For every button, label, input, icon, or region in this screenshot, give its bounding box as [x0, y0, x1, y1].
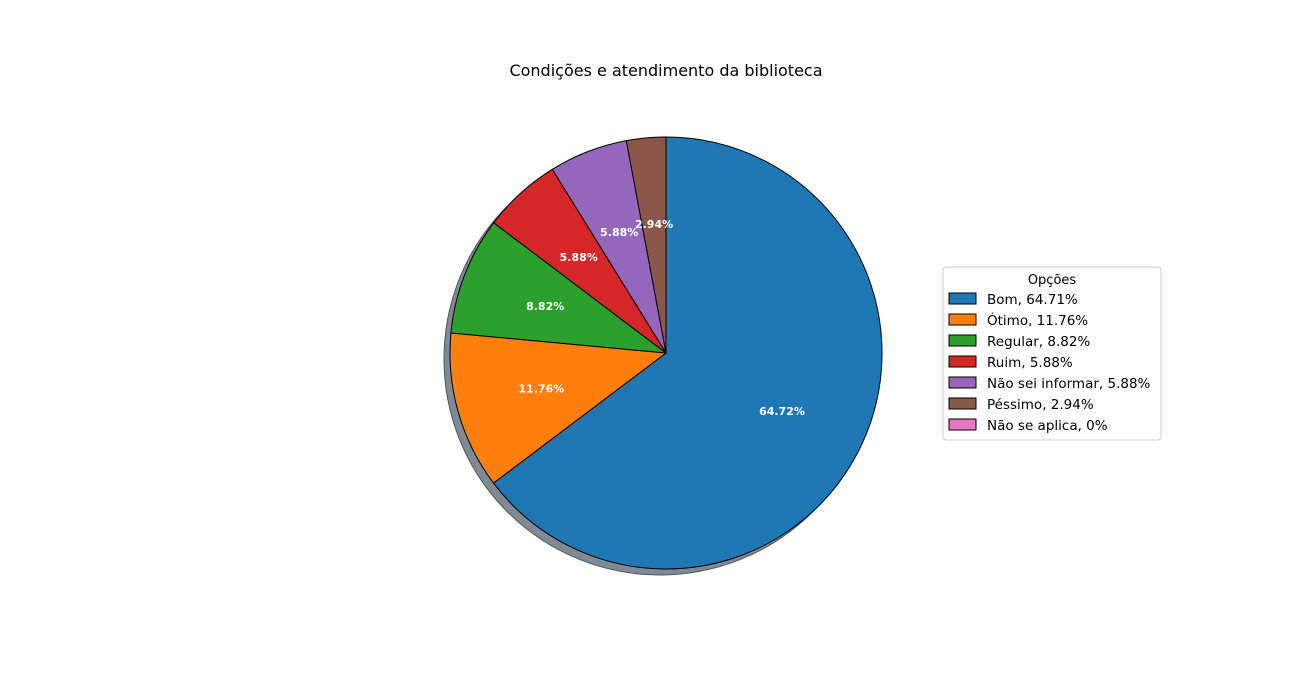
legend-frame	[942, 266, 1162, 441]
slice-label-5: 2.94%	[635, 218, 673, 231]
legend-items: Bom, 64.71% Ótimo, 11.76% Regular, 8.82% Ru…	[948, 292, 1151, 434]
pie-slice-5	[625, 136, 667, 354]
legend-label-5: Péssimo, 2.94%	[987, 397, 1094, 413]
legend-swatch-6	[948, 418, 977, 431]
slice-label-2: 8.82%	[526, 300, 564, 313]
legend-title: Opções	[1028, 273, 1077, 288]
legend: Opções Bom, 64.71% Ótimo, 11.76% Regular, …	[942, 266, 1162, 441]
legend-swatch-0	[948, 292, 977, 305]
legend-swatch-3	[948, 355, 977, 368]
slice-label-4: 5.88%	[600, 226, 638, 239]
legend-label-4: Não sei informar, 5.88%	[987, 376, 1151, 392]
slice-label-0: 64.72%	[759, 405, 805, 418]
pie-slice-0	[493, 136, 883, 570]
legend-label-2: Regular, 8.82%	[987, 334, 1090, 350]
pie-labels: 64.72%11.76%8.82%5.88%5.88%2.94%	[518, 218, 804, 418]
legend-label-1: Ótimo, 11.76%	[987, 311, 1088, 329]
slice-label-1: 11.76%	[518, 382, 564, 395]
legend-swatch-5	[948, 397, 977, 410]
slice-label-3: 5.88%	[560, 251, 598, 264]
chart-title: Condições e atendimento da biblioteca	[509, 61, 822, 80]
legend-label-3: Ruim, 5.88%	[987, 355, 1073, 371]
pie-slice-2	[450, 222, 667, 354]
legend-label-0: Bom, 64.71%	[987, 292, 1078, 308]
legend-swatch-2	[948, 334, 977, 347]
legend-swatch-1	[948, 313, 977, 326]
pie-slices	[449, 136, 883, 570]
legend-label-6: Não se aplica, 0%	[987, 418, 1108, 434]
pie-slice-1	[449, 332, 667, 484]
legend-swatch-4	[948, 376, 977, 389]
